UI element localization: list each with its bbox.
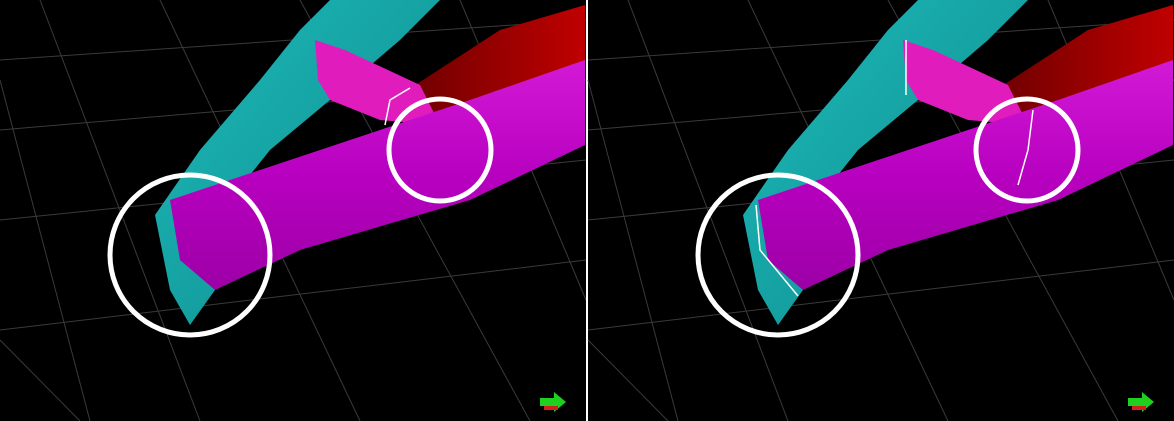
highlight-circle: [695, 172, 861, 338]
highlight-circle: [386, 96, 494, 204]
highlight-circle: [107, 172, 273, 338]
highlight-circle: [973, 96, 1081, 204]
left-panel: [0, 0, 587, 421]
right-panel: [587, 0, 1174, 421]
